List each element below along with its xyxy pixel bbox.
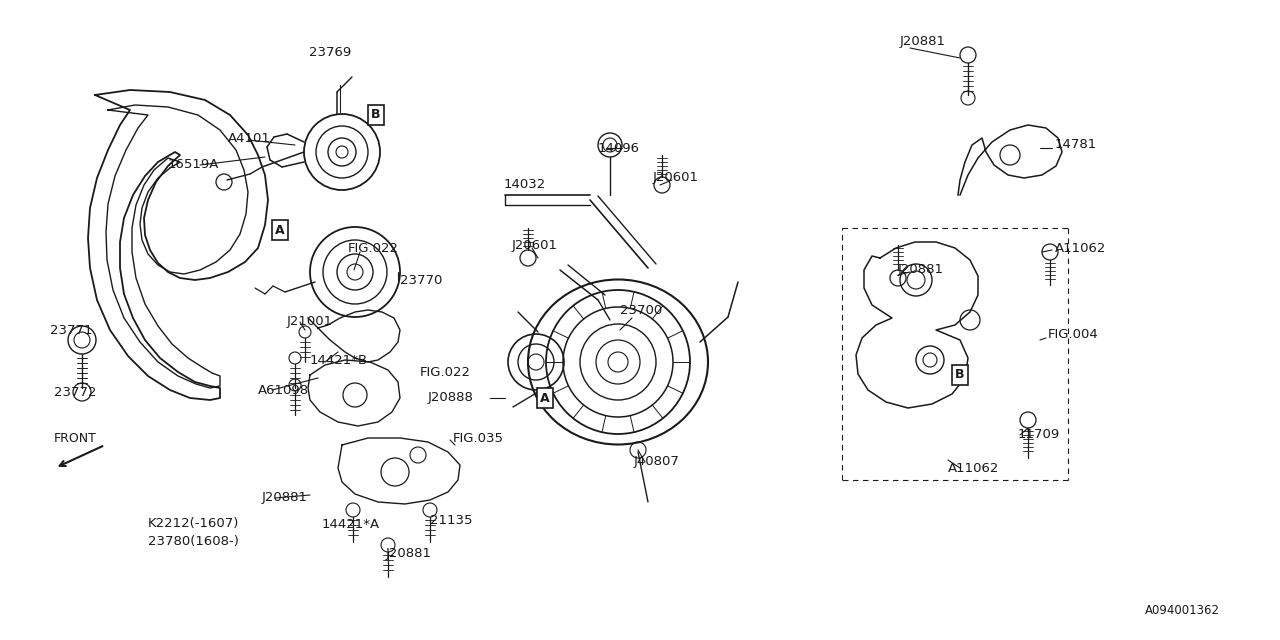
Text: FIG.022: FIG.022: [348, 241, 399, 255]
Text: A11062: A11062: [948, 461, 1000, 474]
Text: A4101: A4101: [228, 131, 271, 145]
Text: J20601: J20601: [653, 172, 699, 184]
Text: FIG.035: FIG.035: [453, 431, 504, 445]
Text: 16519A: 16519A: [168, 159, 219, 172]
Text: 23770: 23770: [399, 273, 443, 287]
Text: 23769: 23769: [308, 45, 351, 58]
Text: 23700: 23700: [620, 303, 662, 317]
Text: 14421*B: 14421*B: [310, 353, 369, 367]
Text: 23780(1608-): 23780(1608-): [148, 536, 239, 548]
Text: A: A: [540, 392, 550, 404]
Text: FRONT: FRONT: [54, 431, 96, 445]
Text: FIG.022: FIG.022: [420, 365, 471, 378]
Text: A61098: A61098: [259, 383, 310, 397]
Text: 14421*A: 14421*A: [323, 518, 380, 531]
Text: B: B: [955, 369, 965, 381]
Text: 14032: 14032: [504, 179, 547, 191]
Text: 23771: 23771: [50, 323, 92, 337]
Text: 14096: 14096: [598, 141, 640, 154]
Text: A: A: [275, 223, 285, 237]
Text: J20881: J20881: [900, 35, 946, 49]
Text: J20881: J20881: [262, 492, 308, 504]
Text: J20601: J20601: [512, 239, 558, 252]
Text: B: B: [371, 109, 380, 122]
Text: J40807: J40807: [634, 456, 680, 468]
Text: FIG.004: FIG.004: [1048, 328, 1098, 342]
Text: A094001362: A094001362: [1146, 604, 1220, 616]
Text: A11062: A11062: [1055, 241, 1106, 255]
Text: K2212(-1607): K2212(-1607): [148, 518, 239, 531]
Text: 21135: 21135: [430, 513, 472, 527]
Text: J20881: J20881: [387, 547, 433, 561]
Text: J20888: J20888: [428, 392, 474, 404]
Text: 23772: 23772: [54, 385, 96, 399]
Text: J21001: J21001: [287, 316, 333, 328]
Text: 14781: 14781: [1055, 138, 1097, 152]
Text: J20881: J20881: [899, 264, 945, 276]
Text: 11709: 11709: [1018, 429, 1060, 442]
